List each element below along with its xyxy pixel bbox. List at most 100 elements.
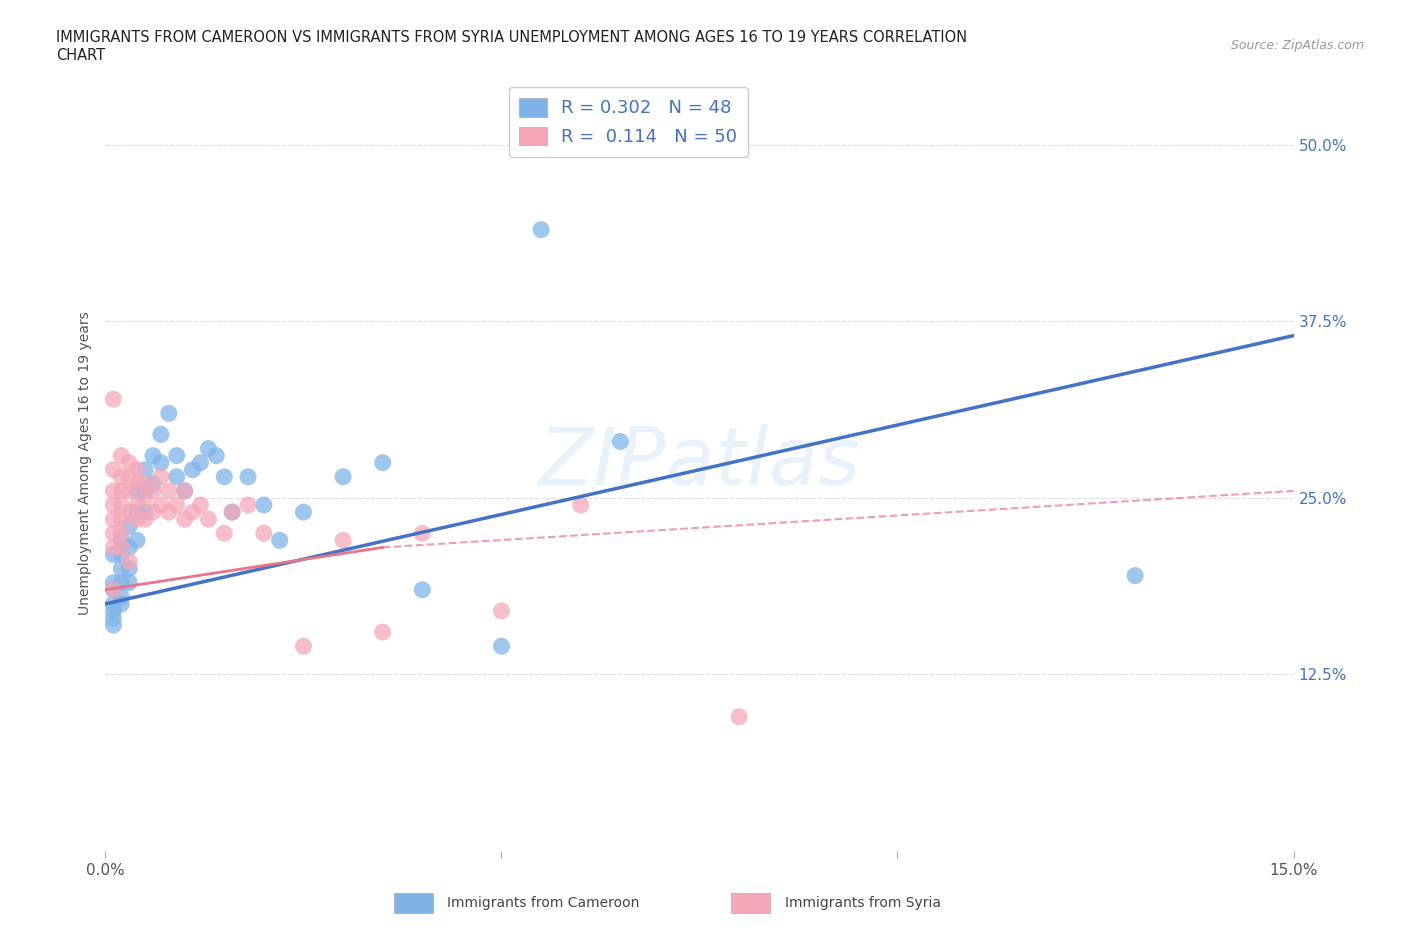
Point bbox=[197, 441, 219, 456]
Point bbox=[127, 476, 149, 491]
Point bbox=[103, 618, 125, 632]
Point bbox=[181, 505, 204, 520]
Point bbox=[157, 484, 180, 498]
Point bbox=[157, 405, 180, 420]
Point bbox=[728, 710, 751, 724]
Point bbox=[190, 456, 212, 471]
Point bbox=[127, 533, 149, 548]
Point bbox=[491, 639, 513, 654]
Point bbox=[142, 448, 165, 463]
Point bbox=[197, 512, 219, 526]
Point bbox=[166, 498, 188, 512]
Point bbox=[173, 484, 195, 498]
Point bbox=[103, 512, 125, 526]
Point bbox=[214, 470, 236, 485]
Point bbox=[118, 554, 141, 569]
Point bbox=[127, 512, 149, 526]
Point bbox=[149, 427, 172, 442]
Point bbox=[110, 525, 132, 540]
Point bbox=[332, 533, 354, 548]
Point bbox=[142, 476, 165, 491]
Text: CHART: CHART bbox=[56, 48, 105, 63]
Text: IMMIGRANTS FROM CAMEROON VS IMMIGRANTS FROM SYRIA UNEMPLOYMENT AMONG AGES 16 TO : IMMIGRANTS FROM CAMEROON VS IMMIGRANTS F… bbox=[56, 30, 967, 45]
Point bbox=[118, 456, 141, 471]
Point bbox=[253, 525, 276, 540]
Point bbox=[142, 484, 165, 498]
Point bbox=[134, 476, 156, 491]
Point bbox=[118, 470, 141, 485]
Point bbox=[110, 540, 132, 555]
Text: ZIPatlas: ZIPatlas bbox=[538, 424, 860, 501]
Point bbox=[103, 547, 125, 562]
Point bbox=[142, 505, 165, 520]
Point bbox=[134, 462, 156, 477]
Point bbox=[157, 505, 180, 520]
Point bbox=[103, 462, 125, 477]
Text: Immigrants from Cameroon: Immigrants from Cameroon bbox=[447, 896, 640, 910]
Point bbox=[110, 512, 132, 526]
Point bbox=[371, 625, 394, 640]
Point bbox=[134, 505, 156, 520]
Point bbox=[149, 470, 172, 485]
Point bbox=[110, 484, 132, 498]
Point bbox=[103, 611, 125, 626]
Point bbox=[253, 498, 276, 512]
Point bbox=[127, 484, 149, 498]
Point bbox=[103, 525, 125, 540]
Point bbox=[103, 576, 125, 591]
Point bbox=[332, 470, 354, 485]
Point bbox=[491, 604, 513, 618]
Point bbox=[411, 525, 433, 540]
Point bbox=[173, 484, 195, 498]
Point bbox=[134, 484, 156, 498]
Point bbox=[110, 448, 132, 463]
Point bbox=[110, 576, 132, 591]
Point bbox=[127, 505, 149, 520]
Point bbox=[110, 561, 132, 576]
Point bbox=[103, 582, 125, 597]
Point bbox=[181, 462, 204, 477]
Point bbox=[530, 222, 553, 237]
Point bbox=[292, 639, 315, 654]
Point bbox=[173, 512, 195, 526]
Point bbox=[118, 519, 141, 534]
Point bbox=[269, 533, 291, 548]
Point bbox=[221, 505, 243, 520]
Point bbox=[103, 582, 125, 597]
Point bbox=[609, 434, 631, 449]
Point bbox=[134, 490, 156, 505]
Point bbox=[411, 582, 433, 597]
Point bbox=[292, 505, 315, 520]
Point bbox=[118, 540, 141, 555]
Legend: R = 0.302   N = 48, R =  0.114   N = 50: R = 0.302 N = 48, R = 0.114 N = 50 bbox=[509, 87, 748, 156]
Point bbox=[190, 498, 212, 512]
Point bbox=[103, 392, 125, 406]
Point bbox=[127, 498, 149, 512]
Point bbox=[110, 533, 132, 548]
Y-axis label: Unemployment Among Ages 16 to 19 years: Unemployment Among Ages 16 to 19 years bbox=[79, 311, 93, 615]
Text: Source: ZipAtlas.com: Source: ZipAtlas.com bbox=[1230, 39, 1364, 52]
Point bbox=[166, 470, 188, 485]
Point bbox=[149, 498, 172, 512]
Point bbox=[118, 561, 141, 576]
Text: Immigrants from Syria: Immigrants from Syria bbox=[785, 896, 941, 910]
Point bbox=[205, 448, 228, 463]
Point bbox=[110, 470, 132, 485]
Point bbox=[236, 498, 259, 512]
Point bbox=[134, 512, 156, 526]
Point bbox=[110, 547, 132, 562]
Point bbox=[118, 576, 141, 591]
Point bbox=[103, 498, 125, 512]
Point bbox=[103, 484, 125, 498]
Point bbox=[371, 456, 394, 471]
Point bbox=[118, 484, 141, 498]
Point bbox=[110, 590, 132, 604]
Point bbox=[103, 604, 125, 618]
Point bbox=[236, 470, 259, 485]
Point bbox=[166, 448, 188, 463]
Point bbox=[118, 505, 141, 520]
Point bbox=[103, 596, 125, 611]
Point bbox=[149, 456, 172, 471]
Point bbox=[569, 498, 592, 512]
Point bbox=[221, 505, 243, 520]
